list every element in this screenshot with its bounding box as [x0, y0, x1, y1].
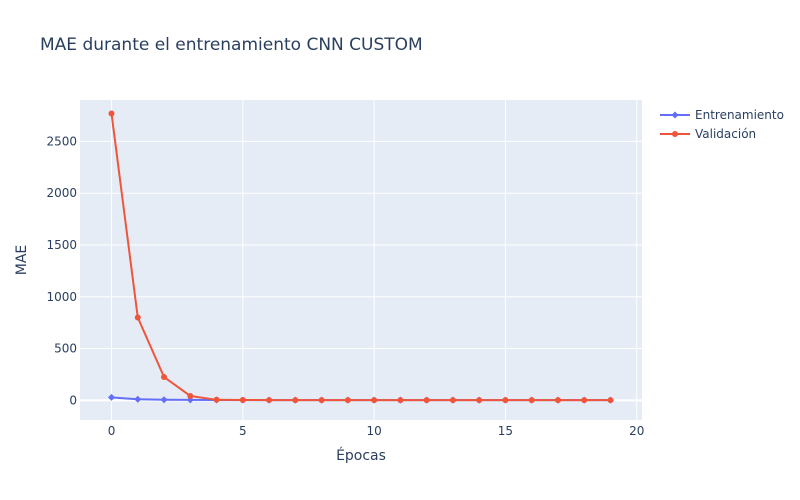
data-point-circle — [581, 397, 588, 404]
data-point-circle — [423, 397, 430, 404]
y-tick-label: 0 — [69, 393, 77, 407]
legend-label: Validación — [695, 127, 756, 141]
data-point-circle — [318, 397, 325, 404]
data-point-diamond — [108, 393, 116, 401]
y-tick-label: 500 — [54, 342, 77, 356]
legend-label: Entrenamiento — [695, 108, 784, 122]
series-layer — [108, 110, 614, 404]
x-tick-label: 0 — [108, 424, 116, 438]
data-point-diamond — [134, 395, 142, 403]
x-tick-labels: 0 5 10 15 20 — [108, 424, 645, 438]
data-point-circle — [239, 397, 246, 404]
data-point-circle — [528, 397, 535, 404]
legend-item[interactable]: Entrenamiento — [660, 108, 784, 122]
data-point-circle — [371, 397, 378, 404]
series-validacin — [108, 110, 614, 404]
data-point-circle — [672, 131, 678, 137]
series-line — [110, 113, 611, 402]
chart-title: MAE durante el entrenamiento CNN CUSTOM — [40, 35, 423, 55]
x-tick-label: 10 — [366, 424, 381, 438]
x-tick-label: 20 — [629, 424, 644, 438]
data-point-circle — [161, 374, 168, 381]
data-point-circle — [554, 397, 561, 404]
x-axis-title: Épocas — [336, 447, 386, 464]
data-point-circle — [187, 392, 194, 399]
data-point-circle — [449, 397, 456, 404]
data-point-circle — [213, 396, 220, 403]
y-axis-title: MAE — [14, 245, 30, 276]
x-tick-label: 5 — [239, 424, 247, 438]
data-point-circle — [397, 397, 404, 404]
x-tick-label: 15 — [498, 424, 513, 438]
y-tick-label: 1500 — [46, 238, 77, 252]
data-point-circle — [502, 397, 509, 404]
data-point-circle — [476, 397, 483, 404]
data-point-diamond — [671, 111, 679, 119]
data-point-circle — [607, 397, 614, 404]
legend-item[interactable]: Validación — [660, 127, 756, 141]
data-point-diamond — [160, 396, 168, 404]
y-tick-label: 2500 — [46, 134, 77, 148]
plot-area — [80, 100, 642, 420]
data-point-circle — [134, 314, 141, 321]
y-tick-label: 1000 — [46, 290, 77, 304]
data-point-circle — [292, 397, 299, 404]
y-tick-label: 2000 — [46, 186, 77, 200]
y-tick-labels: 0 500 1000 1500 2000 2500 — [46, 134, 77, 407]
data-point-circle — [344, 397, 351, 404]
data-point-circle — [266, 397, 273, 404]
data-point-circle — [108, 110, 115, 117]
legend: Entrenamiento Validación — [660, 108, 784, 141]
